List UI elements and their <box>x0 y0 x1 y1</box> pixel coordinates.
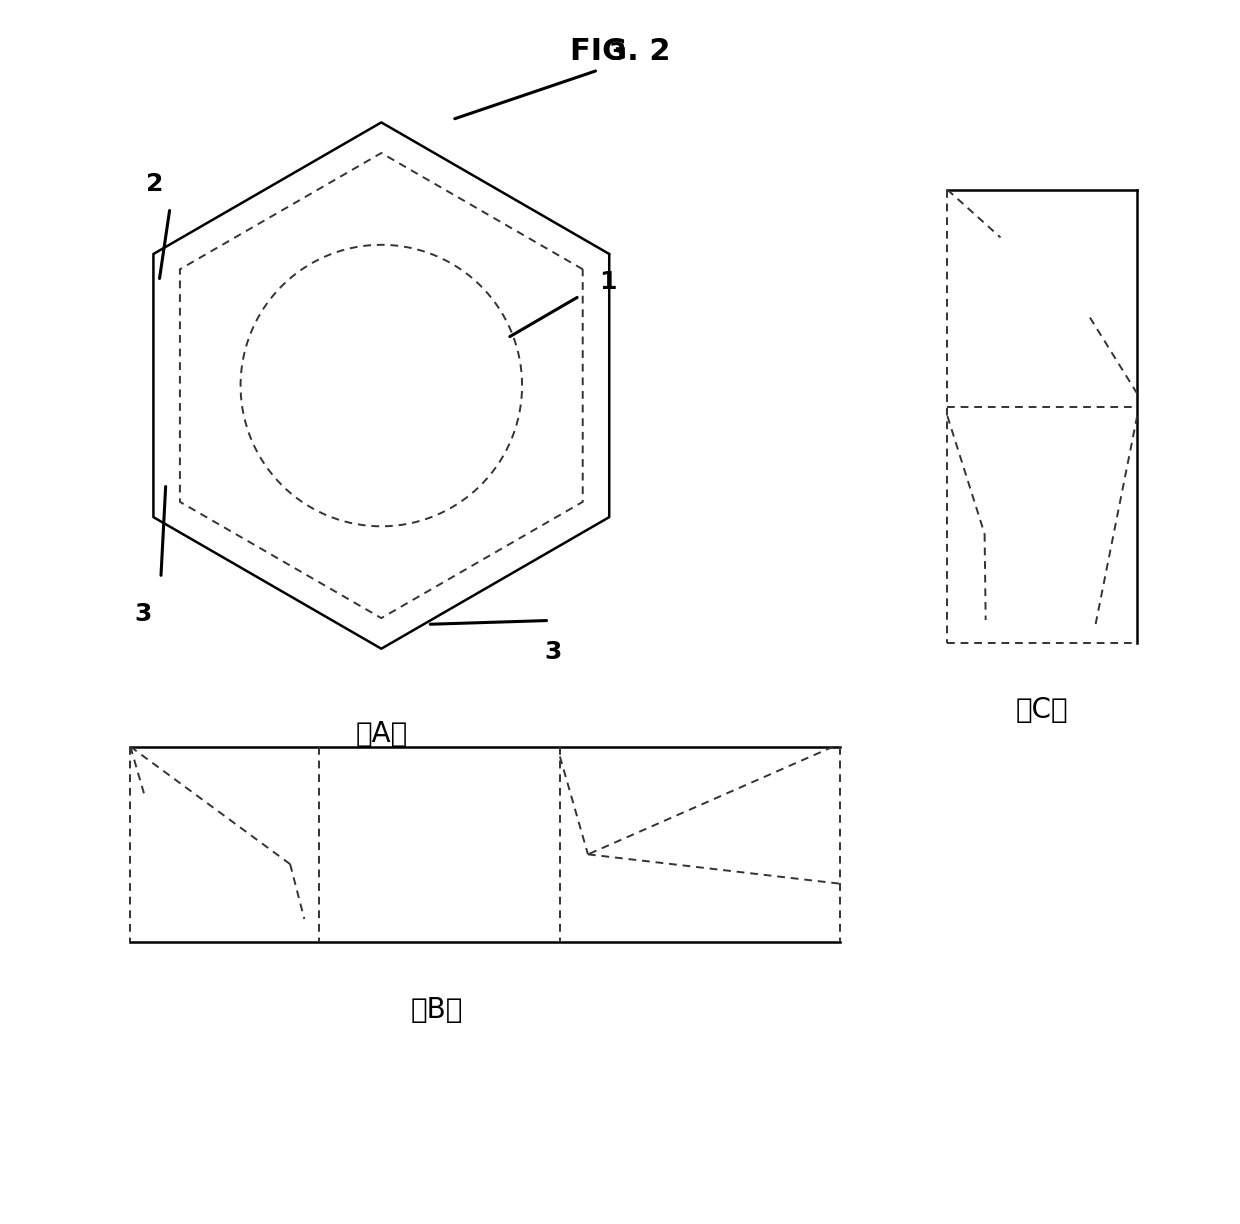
Text: 3: 3 <box>134 602 151 627</box>
Text: （C）: （C） <box>1016 696 1069 723</box>
Text: 1: 1 <box>599 269 616 294</box>
Text: （B）: （B） <box>410 996 463 1023</box>
Text: 3: 3 <box>609 40 626 65</box>
Text: FIG. 2: FIG. 2 <box>569 37 671 66</box>
Text: 3: 3 <box>544 640 562 665</box>
Text: （A）: （A） <box>355 721 408 748</box>
Text: 2: 2 <box>146 171 164 196</box>
